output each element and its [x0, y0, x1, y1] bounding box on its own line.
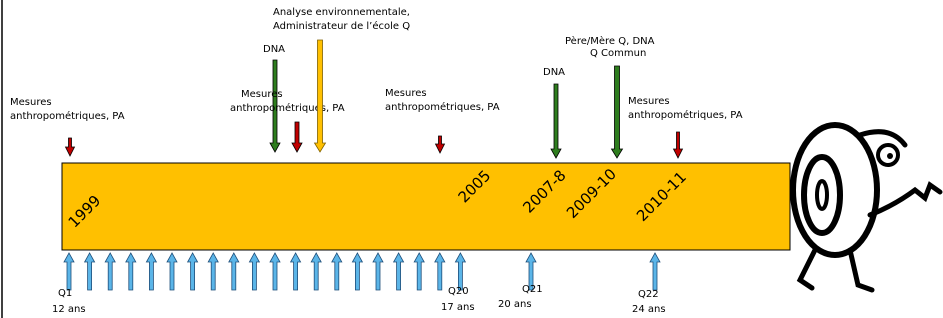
arrow: [146, 253, 156, 290]
arrow: [612, 66, 623, 158]
arrow: [126, 253, 136, 290]
arrow: [455, 253, 465, 290]
arrow: [311, 253, 321, 290]
arrow: [315, 40, 326, 152]
annotation-text: Q Commun: [590, 48, 646, 59]
annotation-text: Père/Mère Q, DNA: [565, 35, 655, 47]
arrow: [394, 253, 404, 290]
question-label: Q1: [58, 288, 72, 299]
arrow: [270, 253, 280, 290]
annotation-text: anthropométriques, PA: [385, 101, 500, 113]
arrow: [167, 253, 177, 290]
arrow: [291, 253, 301, 290]
arrow: [435, 253, 445, 290]
arrow: [352, 253, 362, 290]
annotation-text: anthropométriques, PA: [628, 109, 743, 121]
arrow: [551, 84, 561, 158]
annotation-text: anthropométriques, PA: [230, 102, 345, 114]
arrow: [105, 253, 115, 290]
arrow: [414, 253, 424, 290]
question-label: Q21: [522, 284, 543, 295]
annotation-text: DNA: [263, 44, 285, 55]
arrow: [66, 138, 75, 156]
arrow: [208, 253, 218, 290]
arrow: [64, 253, 74, 290]
annotation-text: Mesures: [241, 89, 283, 100]
annotation-text: anthropométriques, PA: [10, 110, 125, 122]
arrow: [373, 253, 383, 290]
arrow: [249, 253, 259, 290]
age-label: 24 ans: [632, 304, 666, 315]
question-label: Q20: [448, 286, 469, 297]
age-label: 12 ans: [52, 304, 86, 315]
age-label: 20 ans: [498, 299, 532, 310]
timeline-diagram: 199920052007-82009-102010-11Mesuresanthr…: [0, 0, 943, 318]
annotation-text: DNA: [543, 67, 565, 78]
arrow: [188, 253, 198, 290]
arrow: [332, 253, 342, 290]
annotation-text: Analyse environnementale,: [273, 7, 410, 18]
arrow: [650, 253, 660, 290]
arrow: [436, 136, 445, 153]
arrow: [292, 122, 302, 152]
annotation-text: Mesures: [385, 88, 427, 99]
annotation-text: Mesures: [628, 96, 670, 107]
annotation-text: Administrateur de l’école Q: [273, 20, 410, 32]
cartoon-character: [793, 125, 940, 290]
annotation-text: Mesures: [10, 97, 52, 108]
question-label: Q22: [638, 289, 659, 300]
age-label: 17 ans: [441, 302, 475, 313]
arrow: [229, 253, 239, 290]
arrow: [674, 132, 683, 158]
arrow: [85, 253, 95, 290]
